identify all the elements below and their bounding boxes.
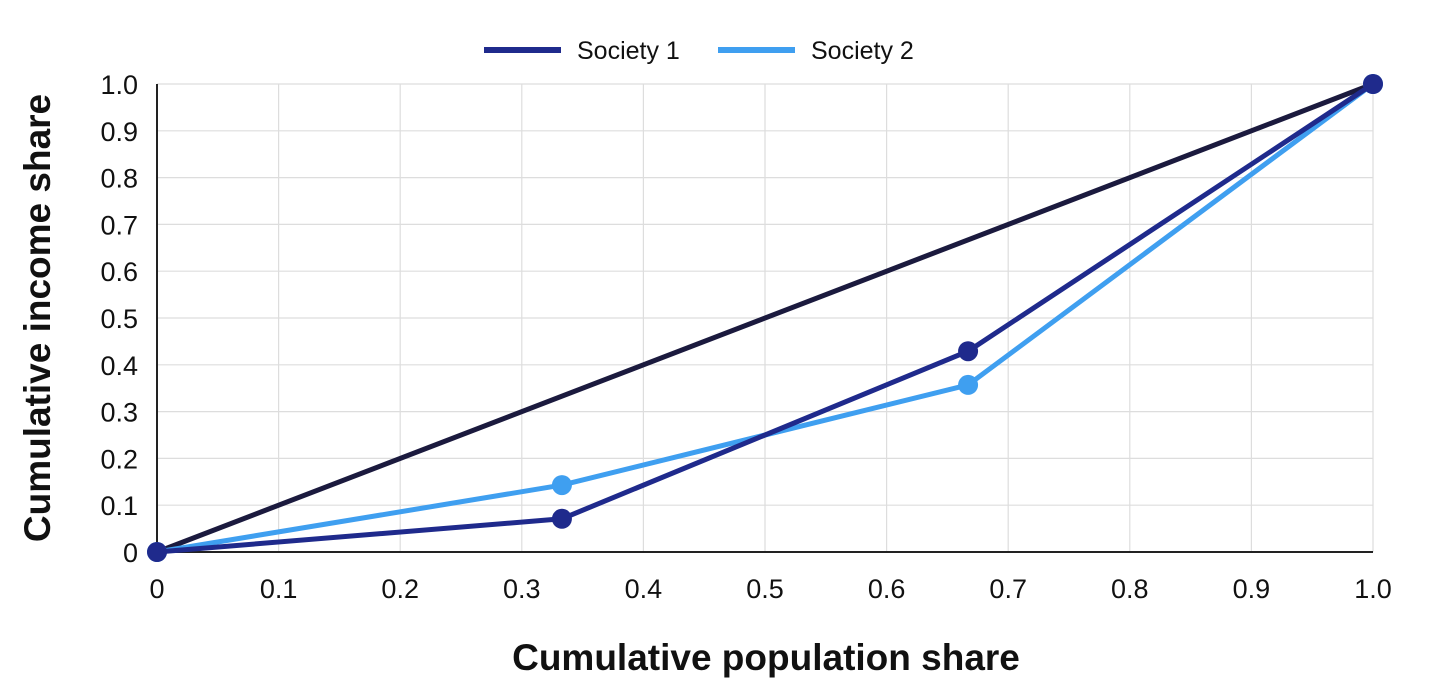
x-tick-label: 0.3 [503, 574, 541, 604]
legend: Society 1 Society 2 [484, 37, 914, 65]
data-point-society-1 [147, 542, 167, 562]
data-point-society-1 [551, 508, 572, 529]
series-lines [147, 74, 1383, 562]
y-tick-label: 0 [123, 538, 138, 568]
y-tick-label: 0.4 [100, 351, 138, 381]
series-line-society-1 [154, 81, 1376, 555]
axes [156, 84, 1373, 553]
legend-label-society-2: Society 2 [811, 37, 914, 65]
x-tick-label: 1.0 [1354, 574, 1392, 604]
legend-label-society-1: Society 1 [577, 37, 680, 65]
tick-labels: 0 0.1 0.2 0.3 0.4 0.5 0.6 0.7 0.8 0.9 1.0 0 0.1 0.2 0.… [100, 70, 1391, 604]
equality-line [154, 81, 1376, 555]
x-tick-label: 0 [149, 574, 164, 604]
y-tick-label: 1.0 [100, 70, 138, 100]
y-tick-label: 0.3 [100, 398, 138, 428]
data-point-society-2 [551, 475, 572, 496]
y-tick-label: 0.9 [100, 117, 138, 147]
y-axis-title: Cumulative income share [17, 94, 58, 542]
x-tick-label: 0.8 [1111, 574, 1149, 604]
x-tick-label: 0.7 [989, 574, 1027, 604]
y-tick-label: 0.2 [100, 444, 138, 474]
x-tick-label: 0.4 [625, 574, 663, 604]
data-point-society-1 [1363, 74, 1383, 94]
y-tick-label: 0.5 [100, 304, 138, 334]
y-tick-label: 0.6 [100, 257, 138, 287]
y-tick-label: 0.8 [100, 164, 138, 194]
x-tick-label: 0.9 [1233, 574, 1271, 604]
x-tick-label: 0.2 [381, 574, 419, 604]
x-tick-label: 0.5 [746, 574, 784, 604]
data-point-society-2 [958, 374, 979, 395]
x-tick-label: 0.1 [260, 574, 298, 604]
x-tick-label: 0.6 [868, 574, 906, 604]
y-tick-label: 0.1 [100, 491, 138, 521]
x-axis-title: Cumulative population share [512, 637, 1020, 678]
y-tick-label: 0.7 [100, 210, 138, 240]
data-point-society-1 [958, 341, 979, 362]
